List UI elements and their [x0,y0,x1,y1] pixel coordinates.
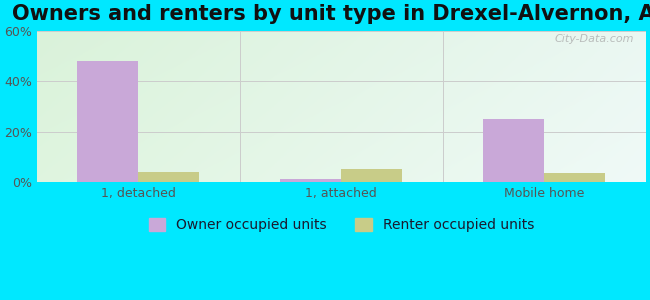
Legend: Owner occupied units, Renter occupied units: Owner occupied units, Renter occupied un… [143,213,540,238]
Bar [484,119,544,182]
Bar [280,179,341,182]
Title: Owners and renters by unit type in Drexel-Alvernon, AZ: Owners and renters by unit type in Drexe… [12,4,650,24]
Text: City-Data.com: City-Data.com [554,34,634,44]
Bar [77,61,138,182]
Bar [544,173,605,182]
Bar [341,169,402,182]
Bar [138,172,200,182]
